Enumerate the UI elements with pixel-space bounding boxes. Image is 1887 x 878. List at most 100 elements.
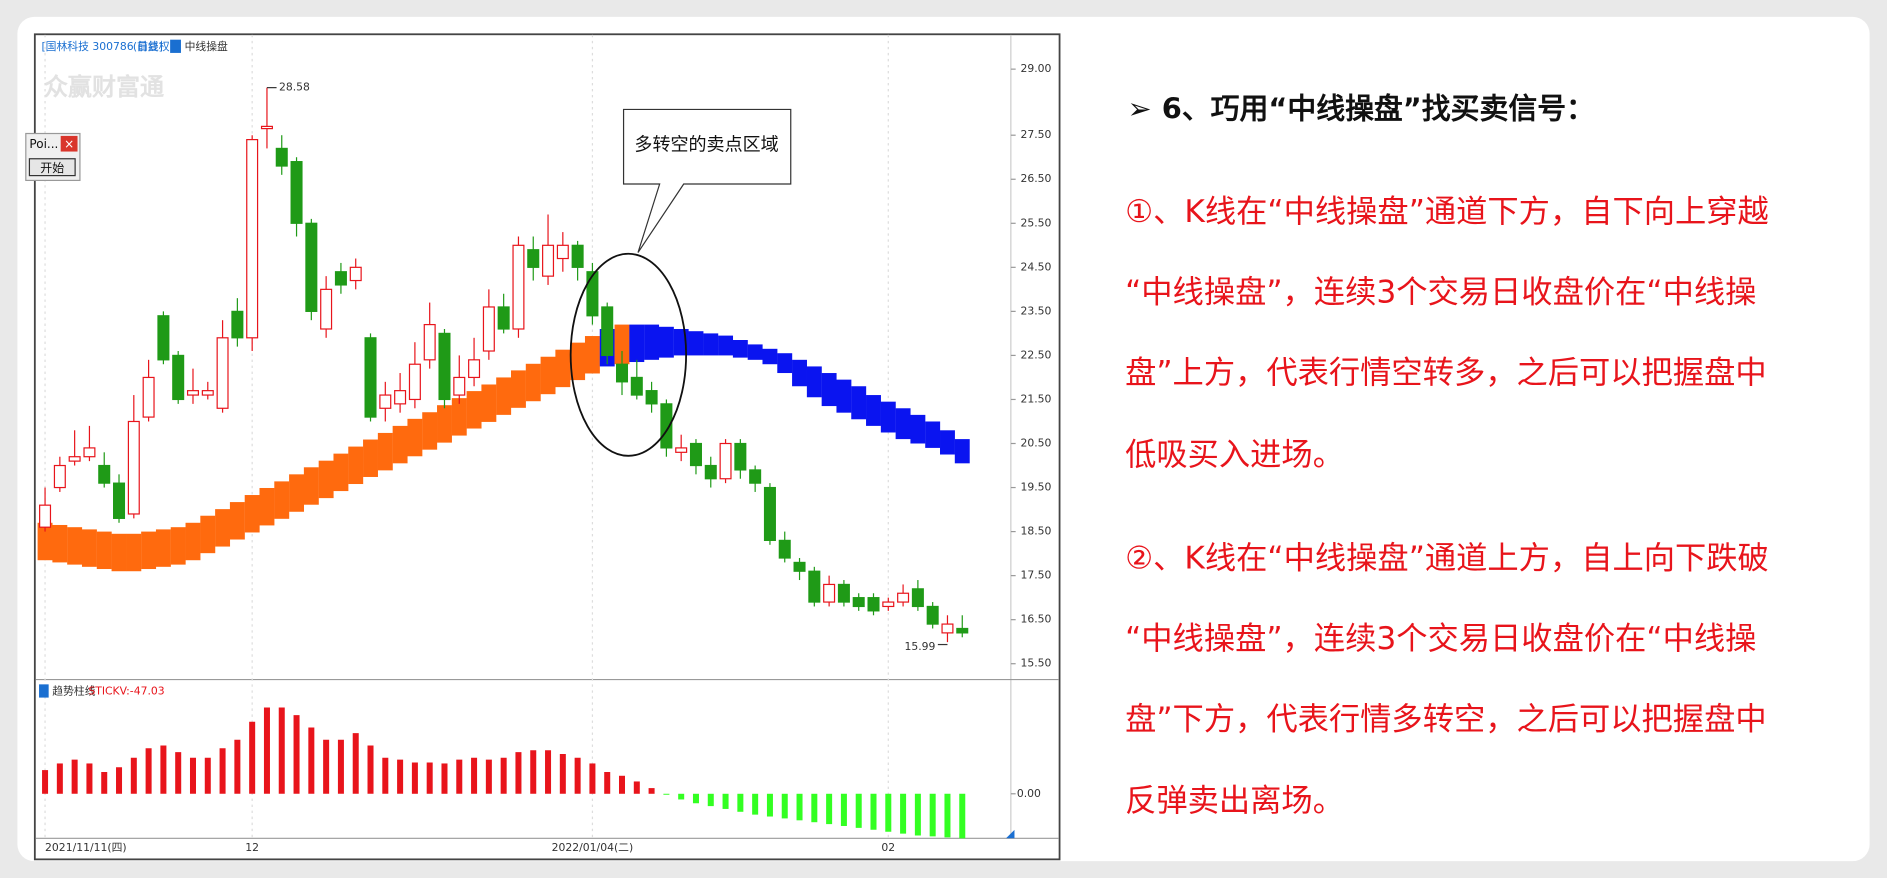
channel-band xyxy=(392,425,408,464)
slide-line: “中线操盘”，连续3个交易日收盘价在“中线操 xyxy=(1125,621,1756,657)
slide-text: ①、K线在“中线操盘”通道下方，自下向上穿越 “中线操盘”，连续3个交易日收盘价在… xyxy=(1125,194,1769,819)
channel-band xyxy=(584,336,600,374)
candle-body xyxy=(320,288,333,330)
candle-body xyxy=(334,271,347,286)
candle-body xyxy=(453,376,466,396)
channel-band xyxy=(732,340,748,358)
x-tick-label: 2022/01/04(二) xyxy=(552,841,634,854)
price-plot: 29.00 27.50 26.50 25.50 24.50 23.50 22.50 21.50… xyxy=(37,34,1052,854)
y-tick-label: 27.50 xyxy=(1020,128,1051,141)
indicator-title: 趋势柱线 xyxy=(52,684,95,698)
channel-band xyxy=(940,430,955,455)
channel-band xyxy=(96,531,112,570)
indicator-value: STICKV:-47.03 xyxy=(88,685,164,698)
channel-band xyxy=(821,373,837,407)
channel-band xyxy=(318,460,334,499)
indicator-icon xyxy=(39,684,49,698)
candle-body xyxy=(275,147,288,167)
candle-body xyxy=(142,376,155,418)
chart-subtitle: (前复权) xyxy=(133,39,174,53)
channel-band xyxy=(851,386,867,420)
max-label: 28.58 xyxy=(279,81,310,94)
channel-band xyxy=(718,335,734,356)
candle-body xyxy=(719,442,732,480)
candle-body xyxy=(186,390,200,396)
candle-body xyxy=(645,390,658,405)
channel-band xyxy=(703,333,719,356)
candle-body xyxy=(364,337,377,418)
candle-body xyxy=(956,627,969,634)
channel-band xyxy=(555,349,571,388)
channel-band xyxy=(954,439,970,464)
candle-body xyxy=(468,359,481,379)
chart-title: [国林科技 300786 日线] xyxy=(41,39,162,53)
channel-band xyxy=(866,395,881,426)
channel-band xyxy=(437,405,452,443)
channel-band xyxy=(496,377,512,415)
candle-body xyxy=(926,605,939,625)
candle-body xyxy=(53,464,66,489)
candle-body xyxy=(157,315,170,361)
channel-band xyxy=(407,418,423,457)
y-tick-label: 17.50 xyxy=(1020,569,1051,582)
candle-body xyxy=(512,244,525,330)
slide-line: 盘”上方，代表行情空转多，之后可以把握盘中 xyxy=(1125,355,1767,391)
channel-band xyxy=(377,432,393,471)
candle-body xyxy=(290,161,303,224)
callout-box xyxy=(622,108,792,253)
y-tick-label: 25.50 xyxy=(1020,216,1051,229)
channel-band xyxy=(229,502,245,540)
candle-body xyxy=(231,310,244,339)
candle-body xyxy=(527,249,540,268)
channel-band xyxy=(895,408,911,440)
candle-body xyxy=(260,125,273,130)
corner-marker xyxy=(1006,829,1015,839)
channel-band xyxy=(629,324,645,363)
channel-band xyxy=(688,331,704,356)
popup-window: Poi... × 开始 xyxy=(25,132,81,182)
candle-body xyxy=(349,266,362,282)
candle-body xyxy=(127,420,140,515)
candle-body xyxy=(793,561,806,572)
channel-band xyxy=(570,342,586,381)
channel-band xyxy=(836,379,852,413)
channel-band xyxy=(155,529,171,567)
start-label[interactable]: 开始 xyxy=(40,161,64,175)
start-button[interactable] xyxy=(28,158,76,177)
channel-band xyxy=(348,446,364,485)
channel-band xyxy=(806,366,822,398)
candle-body xyxy=(660,403,673,449)
channel-band xyxy=(200,515,216,554)
channel-band xyxy=(333,453,349,492)
slide-line: ①、K线在“中线操盘”通道下方，自下向上穿越 xyxy=(1125,194,1769,230)
candle-body xyxy=(763,486,776,541)
candle-body xyxy=(423,323,436,361)
y-tick-label: 29.00 xyxy=(1020,62,1051,75)
close-icon[interactable]: × xyxy=(64,137,74,151)
channel-band xyxy=(259,487,275,526)
close-button[interactable] xyxy=(60,135,78,152)
y-tick-label: 22.50 xyxy=(1020,348,1051,361)
candle-body xyxy=(689,442,702,467)
candle-body xyxy=(941,623,954,634)
channel-band xyxy=(925,421,941,448)
channel-band xyxy=(792,359,807,387)
candle-body xyxy=(778,539,791,559)
candle-body xyxy=(83,447,96,458)
watermark: 众赢财富通 xyxy=(44,73,164,101)
channel-band xyxy=(111,533,127,572)
channel-band xyxy=(274,481,290,519)
channel-band xyxy=(777,353,793,374)
candle-body xyxy=(897,592,910,603)
candle-body xyxy=(867,597,880,612)
candle-body xyxy=(808,570,821,603)
highlight-ellipse xyxy=(569,252,688,457)
y-tick-label: 0.00 xyxy=(1017,787,1041,800)
candle-body xyxy=(823,583,836,603)
candle-body xyxy=(542,244,555,277)
candle-body xyxy=(482,306,495,352)
indicator-plot: 0.00 xyxy=(42,707,1041,839)
candle-body xyxy=(630,376,643,396)
candle-body xyxy=(837,583,850,603)
chart-frame xyxy=(33,33,1061,861)
